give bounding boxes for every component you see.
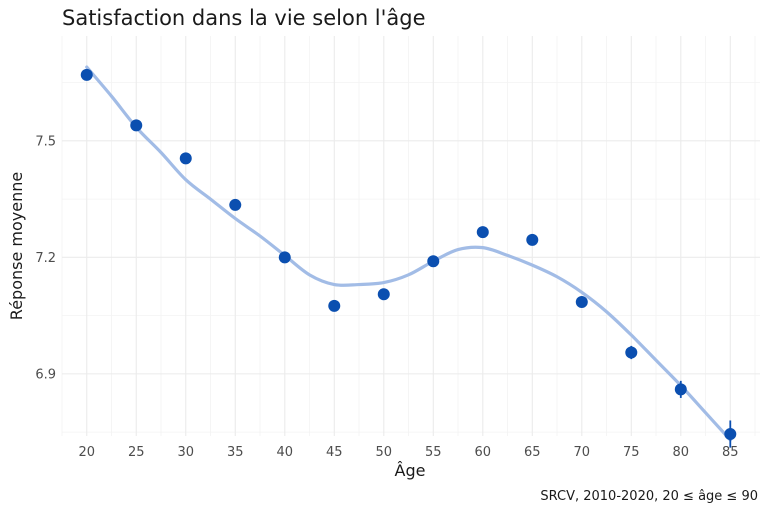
data-point [476, 226, 489, 239]
y-tick-label: 7.5 [35, 134, 56, 149]
chart-title: Satisfaction dans la vie selon l'âge [62, 6, 426, 30]
chart-caption: SRCV, 2010-2020, 20 ≤ âge ≤ 90 [540, 489, 758, 504]
x-tick-label: 25 [128, 445, 145, 460]
x-tick-label: 30 [177, 445, 194, 460]
data-point [328, 299, 341, 312]
smooth-curve-layer [85, 65, 732, 442]
data-point [625, 346, 638, 359]
y-tick-labels: 6.9 7.2 7.5 [35, 134, 56, 382]
points-layer [80, 68, 737, 448]
x-tick-label: 40 [276, 445, 293, 460]
x-tick-labels: 20 25 30 35 40 45 50 55 60 65 70 75 80 85 [78, 445, 738, 460]
x-tick-label: 80 [673, 445, 690, 460]
data-point [724, 428, 737, 441]
data-point [229, 198, 242, 211]
x-tick-label: 85 [722, 445, 739, 460]
data-point [427, 255, 440, 268]
data-point [575, 296, 588, 309]
data-point [674, 383, 687, 396]
x-tick-label: 50 [375, 445, 392, 460]
y-tick-label: 7.2 [35, 251, 56, 266]
x-tick-label: 45 [326, 445, 343, 460]
data-point [526, 233, 539, 246]
x-tick-label: 55 [425, 445, 442, 460]
x-tick-label: 75 [623, 445, 640, 460]
x-tick-label: 20 [78, 445, 95, 460]
x-tick-label: 65 [524, 445, 541, 460]
x-tick-label: 70 [574, 445, 591, 460]
y-axis-label: Réponse moyenne [7, 172, 26, 320]
data-point [377, 288, 390, 301]
grid [61, 36, 760, 436]
y-tick-label: 6.9 [35, 367, 56, 382]
data-point [80, 68, 93, 81]
data-point [130, 119, 143, 132]
data-point [278, 251, 291, 264]
x-axis-label: Âge [395, 461, 426, 480]
data-point [179, 152, 192, 165]
smooth-curve [85, 65, 732, 442]
x-tick-label: 35 [227, 445, 244, 460]
x-tick-label: 60 [475, 445, 492, 460]
